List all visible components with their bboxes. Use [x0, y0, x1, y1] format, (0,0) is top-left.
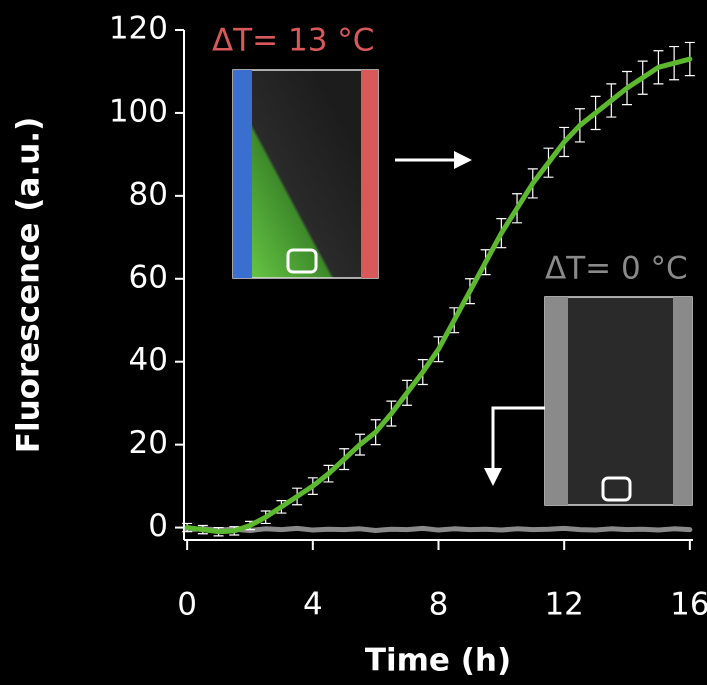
y-tick-label: 100 [109, 93, 168, 129]
x-tick-label: 16 [670, 587, 707, 623]
annotation: ΔT= 0 °C [545, 251, 688, 287]
data-line [184, 525, 693, 533]
x-tick-label: 0 [177, 587, 197, 623]
x-axis-label: Time (h) [365, 643, 511, 679]
arrow-right [395, 151, 472, 169]
y-tick-label: 40 [129, 342, 168, 378]
inset-heated [232, 69, 379, 279]
x-tick-label: 12 [544, 587, 583, 623]
y-tick-label: 120 [109, 11, 168, 47]
y-axis-label: Fluorescence (a.u.) [11, 117, 47, 453]
x-tick-label: 8 [429, 587, 449, 623]
y-tick-label: 0 [148, 508, 168, 544]
x-tick-label: 4 [303, 587, 323, 623]
y-tick-label: 80 [129, 176, 168, 212]
arrow-down [484, 406, 545, 486]
y-tick-label: 60 [129, 259, 168, 295]
annotation: ΔT= 13 °C [212, 23, 374, 59]
y-tick-label: 20 [129, 425, 168, 461]
inset-control [544, 296, 693, 506]
data-line [184, 56, 693, 535]
